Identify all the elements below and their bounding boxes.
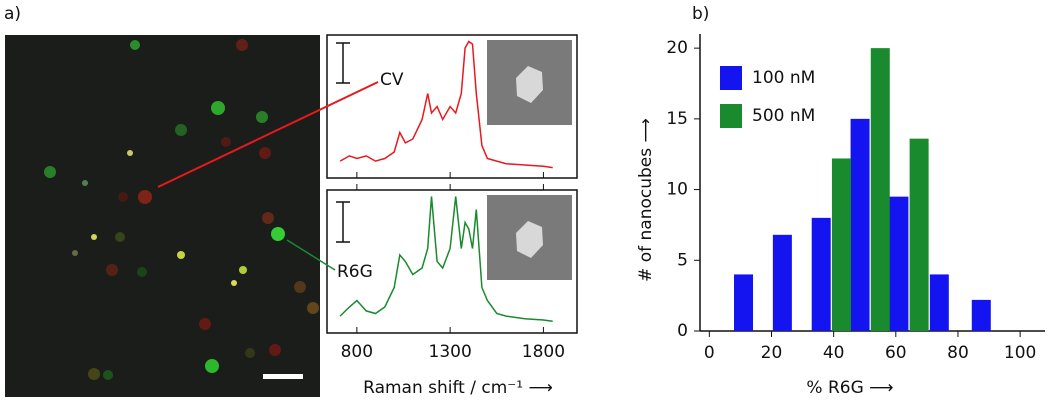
x-tick-label: 40 xyxy=(823,343,845,363)
panel-label: b) xyxy=(692,4,709,24)
x-tick-label: 1800 xyxy=(522,342,565,362)
x-axis-label: % R6G ⟶ xyxy=(806,378,893,398)
bar xyxy=(909,138,929,331)
bar xyxy=(772,234,792,331)
y-tick-label: 5 xyxy=(677,250,688,270)
spectrum xyxy=(339,40,553,169)
y-tick-label: 0 xyxy=(677,321,688,341)
panel-label: a) xyxy=(4,4,21,24)
x-tick-label: 100 xyxy=(1004,343,1036,363)
x-axis-label: Raman shift / cm⁻¹ ⟶ xyxy=(363,378,553,398)
spectrum xyxy=(339,196,553,323)
bar xyxy=(971,299,991,331)
legend-swatch xyxy=(720,104,742,128)
sem-inset xyxy=(487,40,572,280)
legend-label: 500 nM xyxy=(752,106,815,126)
x-tick-label: 80 xyxy=(947,343,969,363)
bar xyxy=(870,48,890,332)
y-axis-label: # of nanocubes ⟶ xyxy=(636,118,656,282)
bar xyxy=(831,158,851,331)
series-label: CV xyxy=(380,70,404,90)
x-tick-label: 60 xyxy=(885,343,907,363)
callout-line xyxy=(157,81,379,188)
callout-line xyxy=(286,239,336,271)
y-tick-label: 15 xyxy=(666,109,688,129)
x-tick-label: 1300 xyxy=(429,342,472,362)
series-label: R6G xyxy=(337,262,373,282)
bar xyxy=(889,196,909,331)
y-tick-label: 20 xyxy=(666,38,688,58)
x-tick-label: 0 xyxy=(704,343,715,363)
legend-label: 100 nM xyxy=(752,68,815,88)
intensity-scale-bar xyxy=(336,42,350,243)
x-tick-label: 20 xyxy=(761,343,783,363)
bar xyxy=(734,274,754,331)
legend-swatch xyxy=(720,66,742,90)
spectrum-frame xyxy=(326,189,578,334)
bar xyxy=(929,274,949,331)
micrograph xyxy=(5,35,320,397)
bar xyxy=(850,118,870,331)
bar xyxy=(811,217,831,331)
x-tick-label: 800 xyxy=(341,342,373,362)
y-tick-label: 10 xyxy=(666,180,688,200)
